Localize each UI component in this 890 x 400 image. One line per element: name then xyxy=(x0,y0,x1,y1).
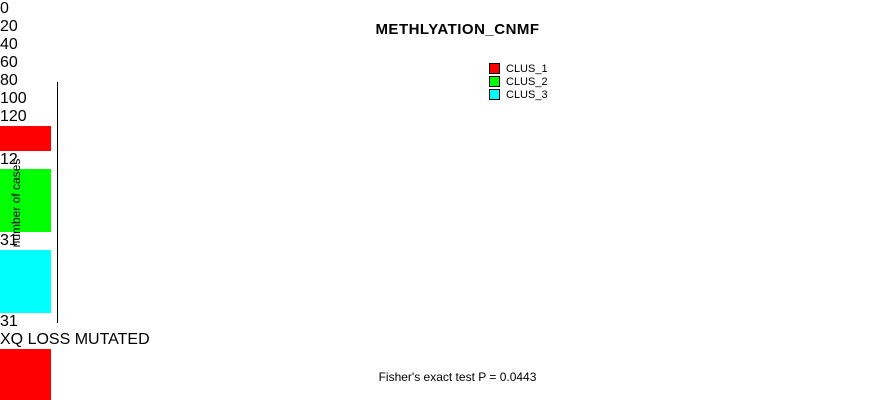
legend-label: CLUS_3 xyxy=(506,88,548,101)
y-axis-title: number of cases xyxy=(9,158,23,248)
legend-swatch-clus_1 xyxy=(489,63,500,74)
y-tick-label: 0 xyxy=(0,0,9,17)
legend-swatch-clus_2 xyxy=(489,76,500,87)
legend: CLUS_1 CLUS_2 CLUS_3 xyxy=(489,62,548,101)
y-tick-label: 40 xyxy=(0,36,18,53)
legend-item-clus_1: CLUS_1 xyxy=(489,62,548,75)
y-axis-line xyxy=(57,82,58,323)
y-tick-label: 20 xyxy=(0,18,18,35)
bar-value-label: 31 xyxy=(0,313,18,330)
fisher-test-annotation: Fisher's exact test P = 0.0443 xyxy=(378,370,537,384)
bar-clus_3-xq-loss-mutated xyxy=(0,250,51,313)
bar-value-label: 31 xyxy=(0,232,18,249)
legend-label: CLUS_1 xyxy=(506,62,548,75)
y-tick-label: 60 xyxy=(0,54,18,71)
bar-clus_1-xq-loss-wild-type xyxy=(0,349,51,400)
legend-swatch-clus_3 xyxy=(489,89,500,100)
bar-value-label: 12 xyxy=(0,151,18,168)
x-category-label: XQ LOSS MUTATED xyxy=(0,331,150,348)
y-tick-label: 80 xyxy=(0,72,18,89)
y-tick-label: 120 xyxy=(0,108,27,125)
bar-clus_2-xq-loss-mutated xyxy=(0,169,51,232)
legend-item-clus_2: CLUS_2 xyxy=(489,75,548,88)
legend-label: CLUS_2 xyxy=(506,75,548,88)
y-tick-label: 100 xyxy=(0,90,27,107)
chart-title: METHLYATION_CNMF xyxy=(375,21,540,38)
legend-item-clus_3: CLUS_3 xyxy=(489,88,548,101)
bar-clus_1-xq-loss-mutated xyxy=(0,126,51,151)
